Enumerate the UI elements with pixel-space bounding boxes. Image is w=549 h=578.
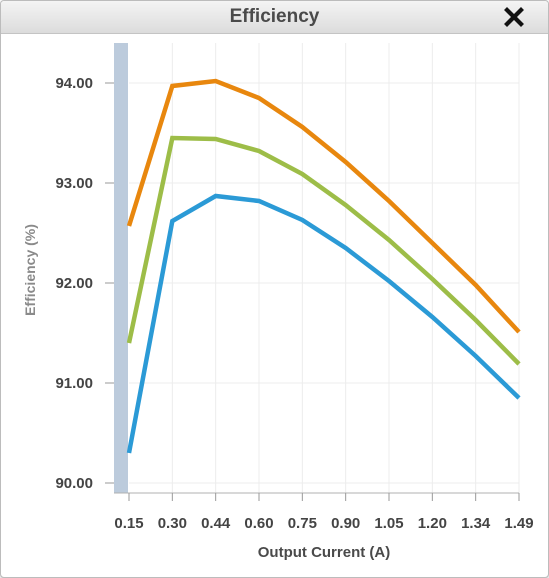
x-tick-label: 1.49 [504,515,533,532]
y-axis-title: Efficiency (%) [22,224,38,316]
x-tick-label: 0.30 [158,515,187,532]
close-button[interactable] [502,5,526,29]
x-tick-label: 0.44 [201,515,231,532]
x-tick-label: 0.15 [114,515,143,532]
close-icon [504,7,524,27]
x-tick-label: 1.05 [374,515,403,532]
series-line-3 [126,193,521,454]
x-tick-label: 0.75 [288,515,317,532]
dialog-titlebar: Efficiency [1,1,548,34]
efficiency-chart: 90.00 91.00 92.00 93.00 94.00 0.15 0.30 0.44 0.6… [22,43,534,561]
y-tick-label: 92.00 [55,275,93,292]
series-line-1 [126,78,521,334]
x-tick-label: 0.60 [244,515,273,532]
x-tick-label: 0.90 [331,515,360,532]
y-axis-band [114,43,128,493]
y-tick-label: 93.00 [55,175,93,192]
y-tick-label: 91.00 [55,375,93,392]
y-tick-label: 94.00 [55,75,93,92]
series-line-2 [126,135,521,366]
y-tick-label: 90.00 [55,475,93,492]
x-tick-label: 1.34 [461,515,491,532]
x-axis-title: Output Current (A) [258,544,390,561]
dialog-title: Efficiency [229,6,320,27]
x-tick-label: 1.20 [418,515,447,532]
